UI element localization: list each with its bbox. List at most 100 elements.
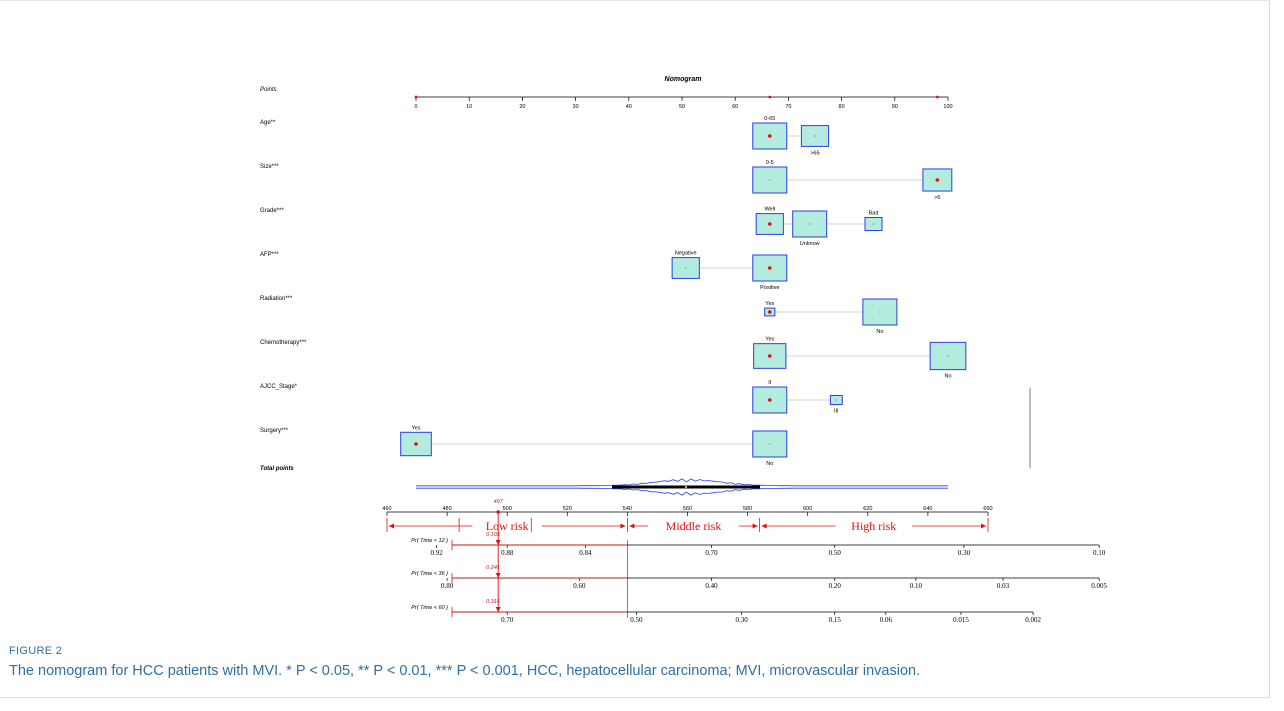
total-axis-tick-label: 600 — [803, 506, 812, 512]
probability-axis-tick-label: 0.70 — [501, 616, 514, 624]
level-label: >5 — [934, 195, 940, 201]
level-label: Unknow — [800, 241, 820, 247]
probability-annotation: 0.103 — [486, 532, 501, 538]
risk-group-label: High risk — [851, 519, 896, 533]
points-axis-tick-label: 80 — [839, 104, 845, 110]
points-axis-tick-label: 0 — [414, 104, 417, 110]
total-axis-tick-label: 480 — [443, 506, 452, 512]
variable-label: Radiation*** — [260, 296, 293, 302]
variable-label: Surgery*** — [260, 428, 289, 434]
level-label: Bad — [869, 211, 879, 217]
probability-axis-tick-label: 0.30 — [958, 549, 971, 557]
level-label: Yes — [765, 301, 774, 307]
total-axis-tick-label: 540 — [623, 506, 632, 512]
probability-axis-tick-label: 0.30 — [735, 616, 748, 624]
probability-axis-tick-label: 0.80 — [441, 582, 454, 590]
level-label: Negative — [675, 251, 697, 257]
probability-axis-tick-label: 0.92 — [430, 549, 443, 557]
probability-axis-tick-label: 0.20 — [829, 582, 842, 590]
risk-group-label: Middle risk — [666, 519, 722, 533]
level-label: Well — [764, 207, 775, 213]
figure-frame — [0, 0, 1270, 698]
probability-axis-tick-label: 0.70 — [705, 549, 718, 557]
risk-group-label: Low risk — [486, 519, 529, 533]
level-label: Yes — [412, 425, 421, 431]
level-label: No — [944, 374, 951, 380]
probability-axis-tick-label: 0.03 — [997, 582, 1010, 590]
figure-caption: The nomogram for HCC patients with MVI. … — [9, 663, 921, 679]
level-label: >65 — [810, 150, 819, 156]
probability-annotation: 0.241 — [486, 565, 500, 571]
variable-label: AJCC_Stage* — [260, 384, 298, 390]
level-label: 0-5 — [766, 160, 774, 166]
selected-marker — [935, 178, 940, 182]
nomogram-chart: Nomogram Points 0 10 20 30 40 50 60 70 80 90 100 Age… — [260, 76, 1108, 624]
risk-arrowhead-left — [629, 523, 635, 529]
level-center-dot — [835, 399, 837, 401]
probability-drop-arrow — [495, 573, 501, 578]
probability-axis-label: Pr( Time < 36 ) — [411, 571, 448, 577]
level-center-dot — [872, 223, 875, 225]
probability-drop-arrow — [495, 540, 501, 545]
points-axis-tick-label: 30 — [573, 104, 579, 110]
points-axis-tick-label: 10 — [466, 104, 472, 110]
variable-label: Age** — [260, 120, 276, 126]
probability-axis-tick-label: 0.40 — [705, 582, 718, 590]
points-axis-marker — [768, 95, 772, 99]
selected-marker — [414, 442, 418, 446]
density-upper-curve — [416, 478, 948, 487]
total-axis-tick-label: 500 — [503, 506, 512, 512]
points-axis-tick-label: 40 — [626, 104, 632, 110]
risk-arrowhead-right — [981, 523, 986, 529]
level-label: III — [834, 409, 839, 415]
probability-annotation: 0.316 — [486, 599, 501, 605]
level-center-dot — [809, 223, 811, 225]
probability-axis-tick-label: 0.15 — [829, 616, 842, 624]
probability-axis-tick-label: 0.50 — [829, 549, 842, 557]
level-label: No — [766, 461, 773, 467]
variable-label: Chemotherapy*** — [260, 340, 307, 346]
level-center-dot — [879, 311, 881, 313]
probability-axis-tick-label: 0.88 — [501, 549, 514, 557]
points-axis-tick-label: 20 — [519, 104, 525, 110]
level-label: Yes — [765, 337, 774, 343]
points-axis-marker — [935, 95, 939, 99]
risk-arrowhead-left — [389, 523, 394, 529]
total-axis-tick-label: 520 — [563, 506, 572, 512]
level-center-dot — [685, 267, 687, 269]
level-center-dot — [947, 355, 949, 357]
probability-axis-tick-label: 0.005 — [1091, 582, 1107, 590]
selected-marker — [767, 354, 772, 358]
total-points-label: Total points — [260, 466, 294, 472]
probability-axis-tick-label: 0.015 — [953, 616, 969, 624]
level-label: Positive — [760, 285, 779, 291]
probability-axis-tick-label: 0.84 — [579, 549, 592, 557]
variable-label: Size*** — [260, 164, 279, 170]
level-label: II — [768, 380, 772, 386]
risk-arrowhead-right — [752, 523, 758, 529]
total-axis-tick-label: 460 — [382, 506, 391, 512]
figure-label: FIGURE 2 — [9, 645, 63, 657]
density-median — [684, 485, 688, 489]
selected-marker — [767, 266, 772, 270]
selected-marker — [767, 222, 772, 226]
level-label: No — [876, 329, 883, 335]
total-axis-tick-label: 640 — [923, 506, 932, 512]
probability-axis-tick-label: 0.60 — [573, 582, 586, 590]
total-axis-tick-label: 560 — [683, 506, 692, 512]
probability-axis-label: Pr( Time < 60 ) — [411, 605, 448, 611]
risk-arrowhead-right — [620, 523, 626, 529]
chart-title: Nomogram — [665, 76, 702, 83]
total-axis-tick-label: 620 — [863, 506, 872, 512]
points-axis-tick-label: 60 — [732, 104, 738, 110]
selected-marker — [767, 398, 772, 402]
probability-drop-arrow — [495, 607, 501, 612]
points-axis-tick-label: 70 — [785, 104, 791, 110]
points-axis-label: Points — [260, 87, 277, 93]
level-center-dot — [814, 135, 816, 137]
risk-arrowhead-left — [761, 523, 767, 529]
total-axis-tick-label: 580 — [743, 506, 752, 512]
total-axis-tick-label: 660 — [983, 506, 992, 512]
probability-axis-tick-label: 0.10 — [910, 582, 923, 590]
probability-axis-tick-label: 0.002 — [1025, 616, 1041, 624]
